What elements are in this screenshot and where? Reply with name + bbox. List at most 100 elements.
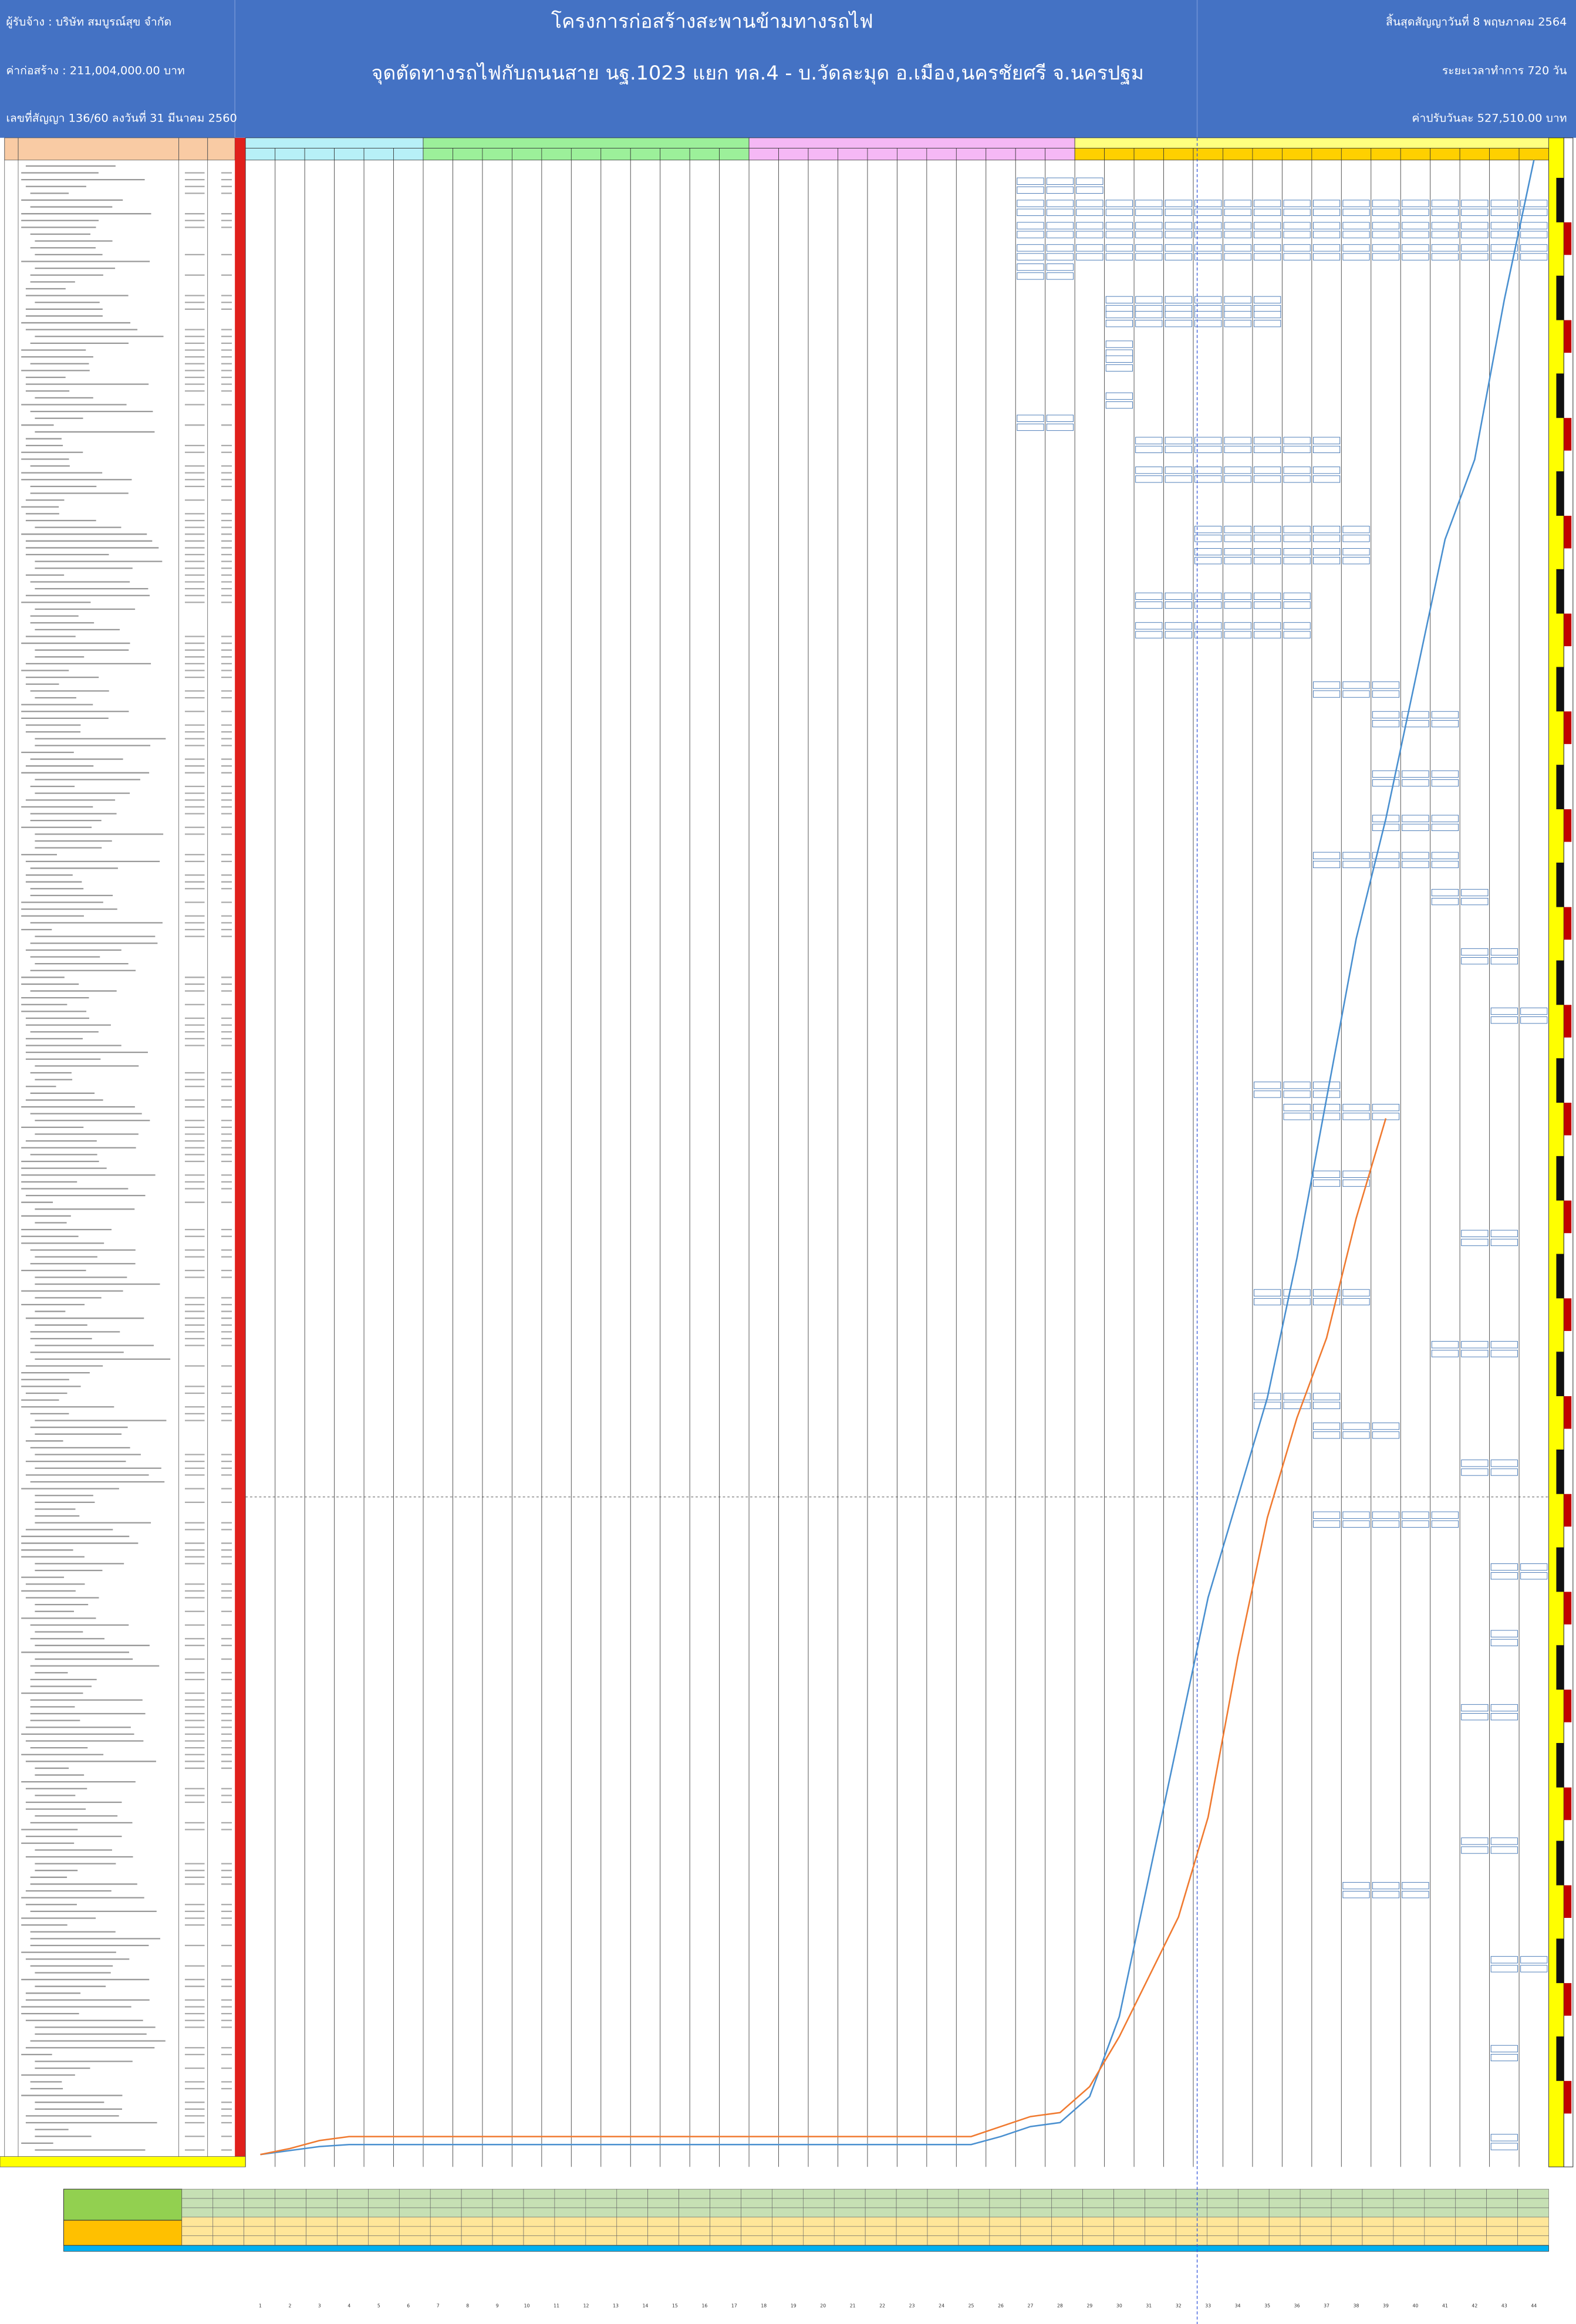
schedule-cell	[1224, 222, 1251, 229]
schedule-cell	[1076, 186, 1103, 194]
schedule-cell	[1283, 631, 1311, 639]
summary-cell	[679, 2226, 710, 2237]
status-segment	[1564, 613, 1572, 647]
schedule-cell	[1194, 320, 1222, 327]
status-segment	[1564, 320, 1572, 353]
summary-cell	[1176, 2226, 1207, 2237]
schedule-cell	[1520, 208, 1548, 216]
status-segment	[1564, 809, 1572, 842]
schedule-cell	[1224, 208, 1251, 216]
month-cell	[689, 148, 720, 161]
summary-cell	[896, 2188, 928, 2199]
schedule-cell	[1431, 720, 1459, 728]
schedule-cell	[1402, 770, 1429, 778]
summary-cell	[1517, 2198, 1549, 2208]
summary-cell	[741, 2188, 772, 2199]
schedule-cell	[1461, 253, 1489, 261]
summary-cell	[802, 2188, 835, 2199]
schedule-cell	[1342, 1511, 1370, 1519]
summary-cell	[989, 2207, 1021, 2218]
schedule-cell	[1342, 1113, 1370, 1120]
schedule-cell	[1224, 437, 1251, 444]
schedule-cell	[1254, 253, 1281, 261]
summary-cell	[492, 2235, 524, 2245]
schedule-cell	[1431, 244, 1459, 252]
summary-cell	[647, 2188, 679, 2199]
summary-cell	[554, 2198, 586, 2208]
schedule-cell	[1283, 1298, 1311, 1306]
summary-cell	[1455, 2207, 1487, 2218]
column-number: 41	[1442, 2303, 1448, 2309]
schedule-cell	[1490, 1229, 1518, 1237]
summary-cell	[1207, 2217, 1238, 2227]
summary-cell	[1176, 2217, 1207, 2227]
schedule-cell	[1283, 1289, 1311, 1297]
schedule-cell	[1165, 253, 1192, 261]
summary-cell	[399, 2198, 431, 2208]
schedule-cell	[1461, 208, 1489, 216]
schedule-cell	[1490, 1341, 1518, 1349]
schedule-cell	[1402, 1511, 1429, 1519]
summary-cell	[1455, 2235, 1487, 2245]
schedule-cell	[1312, 690, 1341, 698]
status-segment	[1556, 1156, 1564, 1201]
red-bar	[235, 137, 246, 2167]
schedule-cell	[1105, 208, 1133, 216]
summary-cell	[1268, 2207, 1301, 2218]
summary-cell	[1517, 2207, 1549, 2218]
schedule-cell	[1490, 1350, 1518, 1357]
schedule-cell	[1254, 208, 1281, 216]
schedule-cell	[1312, 445, 1341, 453]
column-number: 5	[377, 2303, 380, 2309]
schedule-cell	[1312, 253, 1341, 261]
schedule-cell	[1490, 1965, 1518, 1972]
status-segment	[1564, 1690, 1572, 1722]
contract-number: เลขที่สัญญา 136/60 ลงวันที่ 31 มีนาคม 25…	[6, 110, 237, 125]
summary-cell	[865, 2207, 897, 2218]
month-cell	[304, 148, 335, 161]
schedule-cell	[1312, 1431, 1341, 1439]
column-number: 21	[850, 2303, 856, 2309]
schedule-cell	[1402, 231, 1429, 238]
schedule-cell	[1372, 1520, 1400, 1528]
summary-cell	[833, 2207, 866, 2218]
summary-cell	[523, 2235, 555, 2245]
summary-cell	[368, 2198, 400, 2208]
schedule-cell	[1224, 310, 1251, 319]
summary-cell	[1455, 2198, 1487, 2208]
summary-cell	[1362, 2217, 1394, 2227]
schedule-cell	[1342, 1431, 1370, 1439]
schedule-cell	[1431, 200, 1459, 207]
summary-cell	[1176, 2235, 1207, 2245]
summary-footer	[63, 2245, 1549, 2252]
schedule-cell	[1490, 1016, 1518, 1024]
schedule-cell	[1254, 437, 1281, 444]
summary-cell	[1176, 2188, 1207, 2199]
schedule-cell	[1402, 711, 1429, 719]
schedule-cell	[1017, 222, 1044, 229]
schedule-cell	[1342, 1891, 1370, 1899]
summary-cell	[1113, 2226, 1145, 2237]
summary-cell	[1020, 2226, 1052, 2237]
column-header	[207, 137, 235, 161]
schedule-cell	[1194, 296, 1222, 303]
schedule-cell	[1046, 222, 1074, 229]
schedule-cell	[1312, 1289, 1341, 1297]
schedule-cell	[1017, 177, 1044, 185]
schedule-cell	[1520, 200, 1548, 207]
schedule-cell	[1254, 631, 1281, 639]
summary-cell	[430, 2226, 462, 2237]
schedule-cell	[1372, 1891, 1400, 1899]
summary-cell	[492, 2198, 524, 2208]
summary-cell	[772, 2198, 804, 2208]
schedule-cell	[1254, 1289, 1281, 1297]
schedule-cell	[1254, 310, 1281, 319]
schedule-cell	[1105, 296, 1133, 303]
schedule-cell	[1312, 437, 1341, 444]
schedule-cell	[1312, 1179, 1341, 1187]
schedule-cell	[1490, 2045, 1518, 2053]
schedule-cell	[1224, 475, 1251, 483]
schedule-cell	[1105, 253, 1133, 261]
summary-cell	[741, 2235, 772, 2245]
schedule-cell	[1431, 253, 1459, 261]
